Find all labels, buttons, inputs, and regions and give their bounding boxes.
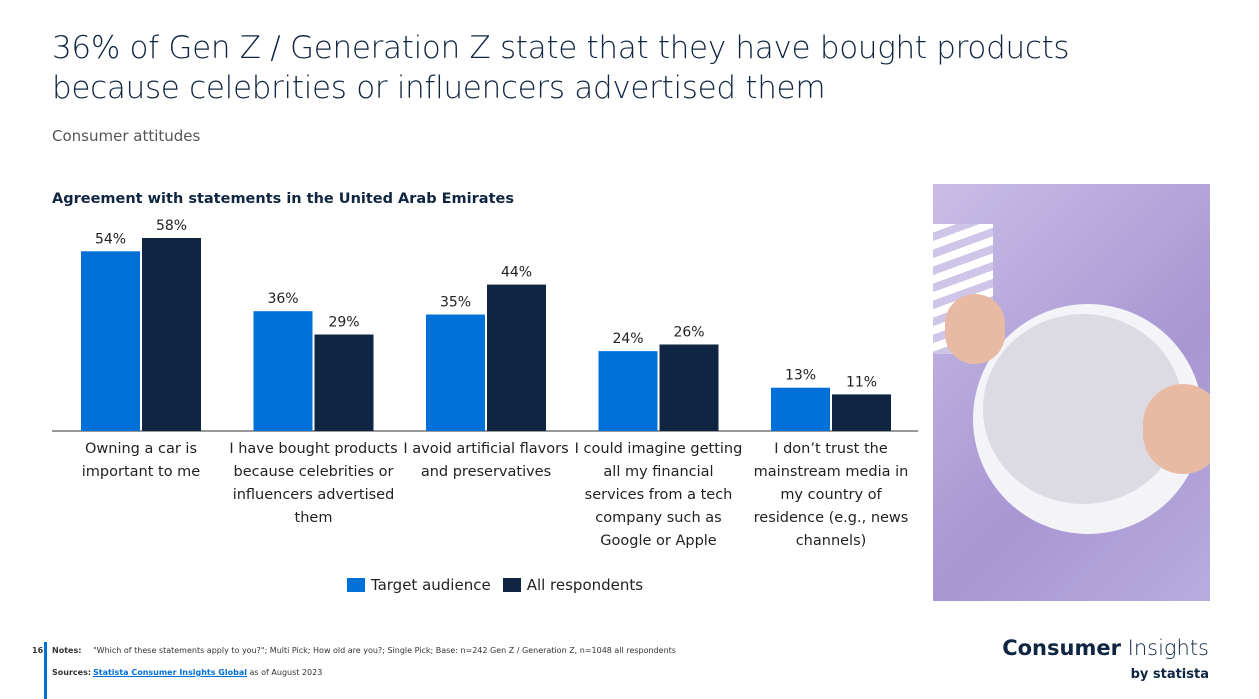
x-tick-label: Owning a car is important to me	[81, 441, 201, 480]
legend-label: Target audience	[370, 576, 491, 594]
x-tick-label: I don’t trust the mainstream media in my…	[753, 441, 909, 549]
value-label: 54%	[95, 231, 126, 247]
brand-by: by statista	[1130, 667, 1209, 682]
legend-swatch	[502, 578, 521, 592]
bar	[142, 238, 201, 431]
x-tick-label: I could imagine getting all my financial…	[574, 441, 743, 549]
value-label: 13%	[785, 368, 816, 384]
chart-title: Agreement with statements in the United …	[52, 191, 514, 207]
brand: Consumer Insights	[1002, 636, 1209, 660]
value-label: 35%	[440, 295, 471, 311]
x-tick-label: I have bought products because celebriti…	[229, 441, 398, 526]
value-label: 44%	[501, 265, 532, 281]
value-label: 58%	[156, 218, 187, 234]
bar	[659, 344, 719, 431]
value-label: 11%	[846, 374, 877, 390]
subtitle: Consumer attitudes	[52, 127, 201, 145]
accent-bar	[44, 642, 47, 699]
bar	[314, 334, 374, 431]
brand-bold: Consumer	[1002, 636, 1121, 660]
value-label: 36%	[267, 291, 298, 307]
sources-label: Sources:	[52, 668, 92, 677]
photo	[933, 184, 1210, 601]
chart: 54% 58% 36% 29% 35% 44% 24% 26% 13% 11%	[52, 218, 918, 432]
value-label: 26%	[673, 324, 704, 340]
page-number: 16	[32, 646, 44, 655]
source-date: as of August 2023	[249, 668, 323, 677]
legend-item: All respondents	[502, 576, 644, 594]
legend-label: All respondents	[526, 576, 644, 594]
notes-label: Notes:	[52, 646, 82, 655]
brand-light: Insights	[1127, 636, 1209, 660]
notes: "Which of these statements apply to you?…	[93, 646, 676, 655]
bar	[426, 314, 485, 431]
legend: Target audience All respondents	[0, 576, 990, 594]
bar	[81, 251, 140, 431]
bar	[771, 387, 830, 431]
bar	[253, 311, 313, 431]
bar	[487, 284, 546, 431]
legend-swatch	[346, 578, 365, 592]
hand	[1143, 384, 1210, 474]
value-label: 24%	[612, 331, 643, 347]
value-label: 29%	[328, 315, 359, 331]
x-tick-label: I avoid artificial flavors and preservat…	[403, 441, 569, 480]
page-title: 36% of Gen Z / Generation Z state that t…	[52, 30, 1070, 106]
hand	[945, 294, 1005, 364]
legend-item: Target audience	[346, 576, 491, 594]
source-link[interactable]: Statista Consumer Insights Global	[93, 668, 247, 677]
bar	[598, 351, 658, 431]
bar	[832, 394, 891, 431]
